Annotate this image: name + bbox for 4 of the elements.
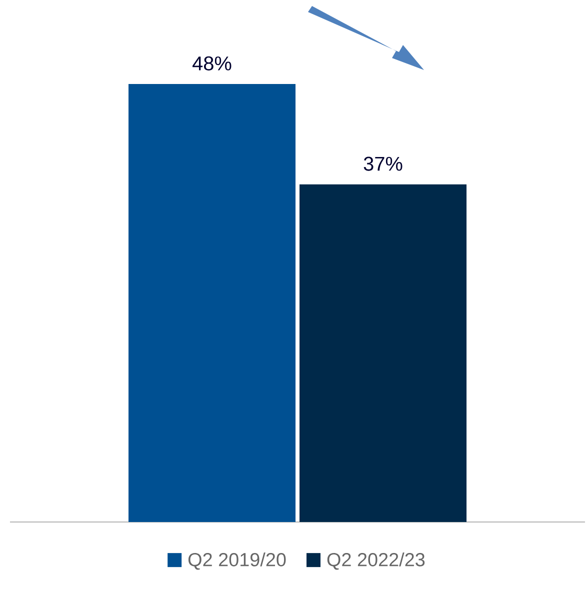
legend-label: Q2 2022/23 (328, 552, 425, 570)
data-label: 37% (364, 156, 402, 171)
legend-label: Q2 2019/20 (188, 552, 286, 570)
data-label: 48% (192, 56, 232, 70)
